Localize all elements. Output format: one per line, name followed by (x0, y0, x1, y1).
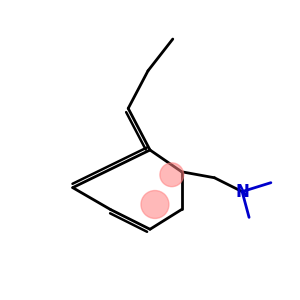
Circle shape (160, 163, 184, 187)
Text: N: N (235, 183, 249, 201)
Circle shape (141, 190, 169, 218)
